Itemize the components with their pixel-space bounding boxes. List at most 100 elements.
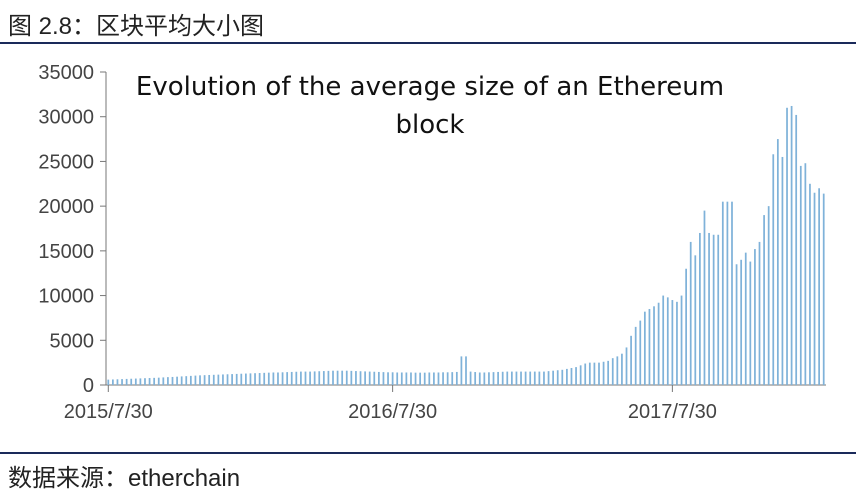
bar [139, 378, 142, 385]
bar [510, 371, 513, 385]
bar [167, 377, 169, 385]
bar [442, 372, 444, 385]
bar [235, 373, 238, 385]
bar [130, 378, 133, 385]
bar [639, 320, 642, 385]
chart-title-line-2: block [396, 110, 465, 140]
bar [180, 376, 183, 385]
bar [524, 371, 527, 385]
bar [648, 308, 651, 385]
x-tick-label: 2017/7/30 [628, 401, 717, 423]
bar [148, 378, 151, 385]
chart-title-line-1: Evolution of the average size of an Ethe… [136, 72, 724, 102]
y-axis: 0 5000 10000 15000 20000 25000 30000 35000 [38, 62, 107, 397]
bar [212, 374, 215, 385]
bar [717, 234, 720, 385]
bar [245, 373, 247, 385]
bar [575, 367, 577, 385]
bar [217, 374, 220, 385]
bar [657, 302, 660, 385]
bar [483, 372, 486, 385]
bar [561, 369, 564, 385]
bar [662, 295, 665, 385]
bar [112, 379, 114, 385]
y-tick-label: 5000 [50, 330, 95, 352]
bar [400, 372, 403, 385]
bar [776, 139, 779, 385]
bar [772, 154, 775, 385]
bar [685, 268, 687, 385]
bar [451, 372, 454, 385]
bar [781, 156, 784, 385]
bar [437, 372, 440, 385]
bar-chart: 0 5000 10000 15000 20000 25000 30000 35000 2015… [38, 62, 826, 423]
bar [497, 371, 499, 385]
bar [359, 371, 362, 385]
bar [584, 363, 587, 385]
bars [107, 105, 825, 386]
bar [694, 255, 697, 385]
bar [222, 374, 224, 385]
bar [121, 379, 123, 385]
bar [267, 372, 270, 385]
bar [345, 370, 348, 385]
bar [749, 261, 752, 385]
bar [795, 114, 798, 386]
bar [240, 373, 243, 385]
bar [708, 232, 710, 385]
bar [309, 371, 311, 385]
bar [758, 241, 761, 385]
y-tick-label: 25000 [38, 151, 94, 173]
bar [611, 358, 614, 385]
bar [355, 371, 357, 385]
bar [428, 372, 431, 385]
bar [185, 376, 188, 385]
y-tick-label: 20000 [38, 196, 94, 218]
y-tick-label: 35000 [38, 62, 94, 84]
header-rule [0, 42, 856, 44]
bar [318, 371, 321, 385]
bar [304, 371, 307, 385]
bar [607, 360, 610, 385]
bar [547, 371, 550, 385]
bar [767, 206, 770, 385]
bar [286, 372, 289, 385]
bar [387, 372, 389, 385]
bar [818, 188, 820, 385]
bar [602, 361, 605, 385]
bar [226, 374, 229, 385]
bar [721, 201, 724, 385]
bar [634, 326, 637, 385]
bar [643, 311, 646, 385]
bar [322, 371, 325, 385]
bar [570, 368, 573, 385]
bar [465, 356, 467, 385]
bar [249, 373, 252, 385]
figure-source: 数据来源：etherchain [8, 465, 241, 492]
bar [341, 370, 344, 385]
bar [726, 201, 729, 385]
x-axis: 2015/7/30 2016/7/30 2017/7/30 [64, 384, 826, 423]
bar [199, 375, 201, 385]
bar [368, 371, 371, 385]
bar [263, 372, 266, 385]
bar [529, 371, 532, 385]
bar [799, 165, 802, 385]
bar [423, 372, 426, 385]
bar [336, 370, 339, 385]
bar [153, 377, 156, 385]
bar [116, 379, 119, 385]
bar [300, 371, 302, 385]
bar [377, 371, 380, 385]
bar [107, 379, 110, 385]
bar [813, 192, 816, 385]
bar [822, 193, 825, 385]
bar [391, 372, 394, 385]
bar [689, 241, 692, 385]
bar [144, 378, 146, 385]
bar [373, 371, 376, 385]
bar [763, 215, 765, 385]
bar [189, 375, 192, 385]
bar [208, 374, 211, 385]
bar [134, 378, 137, 385]
